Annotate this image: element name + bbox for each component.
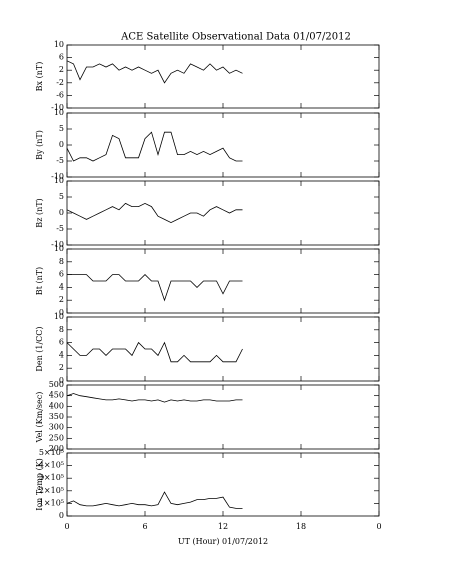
x-tick-label: 0 xyxy=(64,522,69,531)
y-tick-label: 5 xyxy=(59,192,64,201)
y-tick-label: 10 xyxy=(54,312,64,321)
data-line xyxy=(66,60,243,84)
y-tick-label: 0 xyxy=(59,511,64,520)
panel-frame xyxy=(66,112,380,178)
y-tick-label: -10 xyxy=(51,172,64,181)
y-tick-label: 500 xyxy=(49,380,64,389)
y-tick-label: 4 xyxy=(59,350,64,359)
y-tick-label: 450 xyxy=(49,391,64,400)
data-line xyxy=(67,274,243,302)
panel-frame xyxy=(66,180,380,246)
y-axis-label: Vel (Km/sec) xyxy=(35,392,44,444)
y-axis-label: Bz (nT) xyxy=(35,198,44,227)
panel-frame xyxy=(66,44,380,109)
y-axis-label: Den (1/CC) xyxy=(35,326,44,371)
y-tick-label: 6 xyxy=(59,53,64,62)
panel-frame xyxy=(66,384,380,450)
x-tick-label: 18 xyxy=(296,522,306,531)
y-tick-label: -5 xyxy=(56,156,64,165)
panel-frame xyxy=(66,248,380,314)
y-tick-label: -10 xyxy=(51,103,64,112)
y-tick-label: 10 xyxy=(54,244,64,253)
y-tick-label: 6 xyxy=(59,338,64,347)
y-tick-label: 8 xyxy=(59,325,64,334)
data-line xyxy=(66,202,243,224)
y-tick-label: 2×10⁵ xyxy=(39,486,64,495)
y-tick-label: 0 xyxy=(59,140,64,149)
panel-frame xyxy=(66,452,380,517)
x-axis-label: UT (Hour) 01/07/2012 xyxy=(178,537,268,546)
y-tick-label: 200 xyxy=(49,444,64,453)
y-tick-label: 0 xyxy=(59,376,64,385)
data-line xyxy=(66,393,243,403)
y-tick-label: -10 xyxy=(51,240,64,249)
y-tick-label: 400 xyxy=(49,401,64,410)
y-tick-label: 5×10⁵ xyxy=(39,448,64,457)
y-tick-label: 300 xyxy=(49,423,64,432)
y-tick-label: 350 xyxy=(49,412,64,421)
y-tick-label: 5 xyxy=(59,124,64,133)
y-tick-label: 10 xyxy=(54,176,64,185)
chart-title: ACE Satellite Observational Data 01/07/2… xyxy=(120,32,351,43)
data-line xyxy=(66,341,243,363)
y-axis-label: Bx (nT) xyxy=(35,62,44,92)
data-line xyxy=(66,491,243,509)
y-tick-label: 4×10⁵ xyxy=(39,461,64,470)
y-tick-label: 2 xyxy=(59,363,64,372)
y-axis-label: Ion Temp (K) xyxy=(35,458,44,511)
y-tick-label: -2 xyxy=(56,78,64,87)
y-tick-label: 10 xyxy=(54,40,64,49)
y-tick-label: 2 xyxy=(59,65,64,74)
y-tick-label: -6 xyxy=(56,90,64,99)
data-line xyxy=(66,131,243,162)
y-tick-label: -5 xyxy=(56,224,64,233)
y-axis-label: Bt (nT) xyxy=(35,267,44,295)
y-tick-label: 0 xyxy=(59,308,64,317)
y-tick-label: 4 xyxy=(59,282,64,291)
y-tick-label: 2 xyxy=(59,295,64,304)
y-tick-label: 6 xyxy=(59,270,64,279)
y-axis-label: By (nT) xyxy=(35,130,44,160)
x-tick-label: 6 xyxy=(142,522,147,531)
y-tick-label: 10 xyxy=(54,108,64,117)
y-tick-label: 1×10⁵ xyxy=(39,498,64,507)
y-tick-label: 8 xyxy=(59,257,64,266)
x-tick-label: 0 xyxy=(376,522,381,531)
y-tick-label: 250 xyxy=(49,433,64,442)
y-tick-label: 3×10⁵ xyxy=(39,473,64,482)
x-tick-label: 12 xyxy=(218,522,228,531)
y-tick-label: 0 xyxy=(59,208,64,217)
